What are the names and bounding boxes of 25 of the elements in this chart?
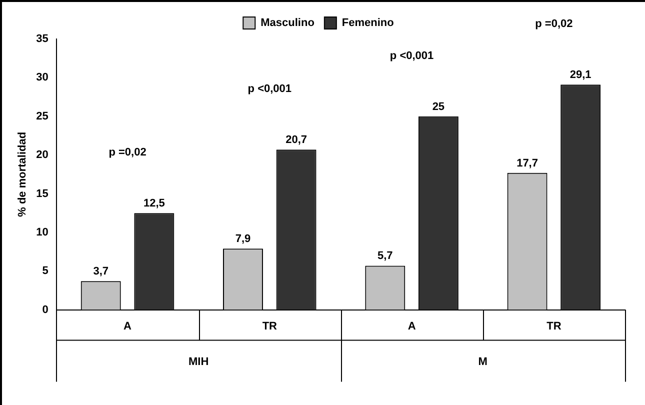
y-tick-label: 20 [36, 149, 48, 162]
y-tick-label: 5 [42, 265, 48, 278]
data-label: 17,7 [516, 157, 538, 170]
y-tick-label: 35 [36, 33, 48, 46]
data-label: 29,1 [570, 69, 592, 82]
text: MIH [188, 356, 209, 368]
y-tick-label: 25 [36, 110, 48, 122]
data-label: 3,7 [93, 266, 109, 278]
data-label: 7,9 [235, 233, 251, 246]
y-tick-label: 30 [36, 72, 48, 84]
data-label: 5,7 [377, 250, 393, 262]
y-tick-label: 10 [36, 226, 48, 238]
y-tick-label: 15 [36, 188, 48, 200]
legend-label: Femenino [342, 17, 394, 30]
annotation: p =0,02 [108, 146, 146, 159]
data-label: 12,5 [143, 198, 165, 210]
text: p =0,02 [535, 18, 573, 30]
data-label: 25 [432, 100, 445, 113]
data-label: 20,7 [286, 134, 308, 146]
y-axis-title: % de mortalidad [16, 132, 29, 217]
annotation: p <0,001 [248, 83, 292, 96]
annotation: p <0,001 [390, 50, 434, 62]
y-tick-label: 0 [42, 304, 48, 316]
text: M [478, 356, 488, 368]
legend-label: Masculino [260, 17, 315, 30]
